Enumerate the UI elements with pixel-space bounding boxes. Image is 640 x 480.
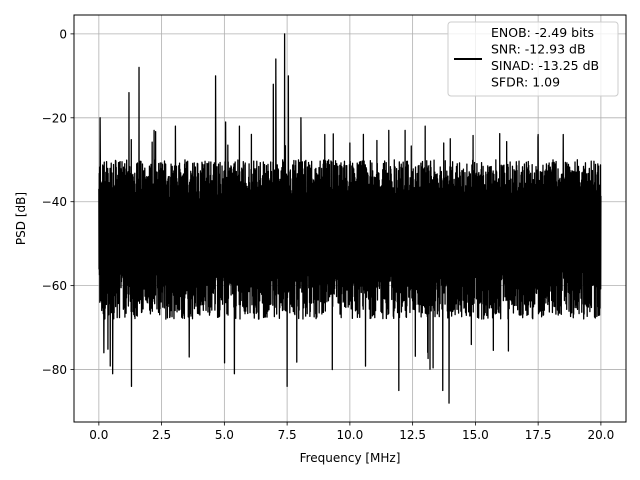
y-tick-label: −20 (42, 111, 67, 125)
x-tick-label: 17.5 (525, 428, 552, 442)
x-tick-label: 15.0 (462, 428, 489, 442)
legend-entry-sinad: SINAD: -13.25 dB (491, 58, 599, 73)
y-axis-label: PSD [dB] (14, 192, 28, 245)
legend-entry-sfdr: SFDR: 1.09 (491, 75, 560, 90)
legend-entry-snr: SNR: -12.93 dB (491, 42, 586, 57)
y-tick-label: −80 (42, 363, 67, 377)
x-tick-label: 12.5 (399, 428, 426, 442)
legend-box (447, 21, 619, 97)
x-tick-label: 0.0 (89, 428, 108, 442)
plot-area (98, 33, 602, 404)
legend-entry-enob: ENOB: -2.49 bits (491, 25, 594, 40)
x-tick-label: 20.0 (588, 428, 615, 442)
x-tick-label: 10.0 (337, 428, 364, 442)
y-tick-label: −60 (42, 279, 67, 293)
y-tick-label: 0 (59, 27, 67, 41)
x-axis-label: Frequency [MHz] (300, 451, 401, 465)
x-tick-label: 5.0 (215, 428, 234, 442)
psd-line (98, 33, 602, 404)
y-tick-label: −40 (42, 195, 67, 209)
x-tick-label: 2.5 (152, 428, 171, 442)
x-tick-label: 7.5 (278, 428, 297, 442)
axis-ticks: 0.0 2.5 5.0 7.5 10.0 12.5 15.0 17.5 20.0 0 −20 −40 −… (42, 27, 615, 442)
legend: ENOB: -2.49 bits SNR: -12.93 dB SINAD: -… (447, 21, 619, 97)
